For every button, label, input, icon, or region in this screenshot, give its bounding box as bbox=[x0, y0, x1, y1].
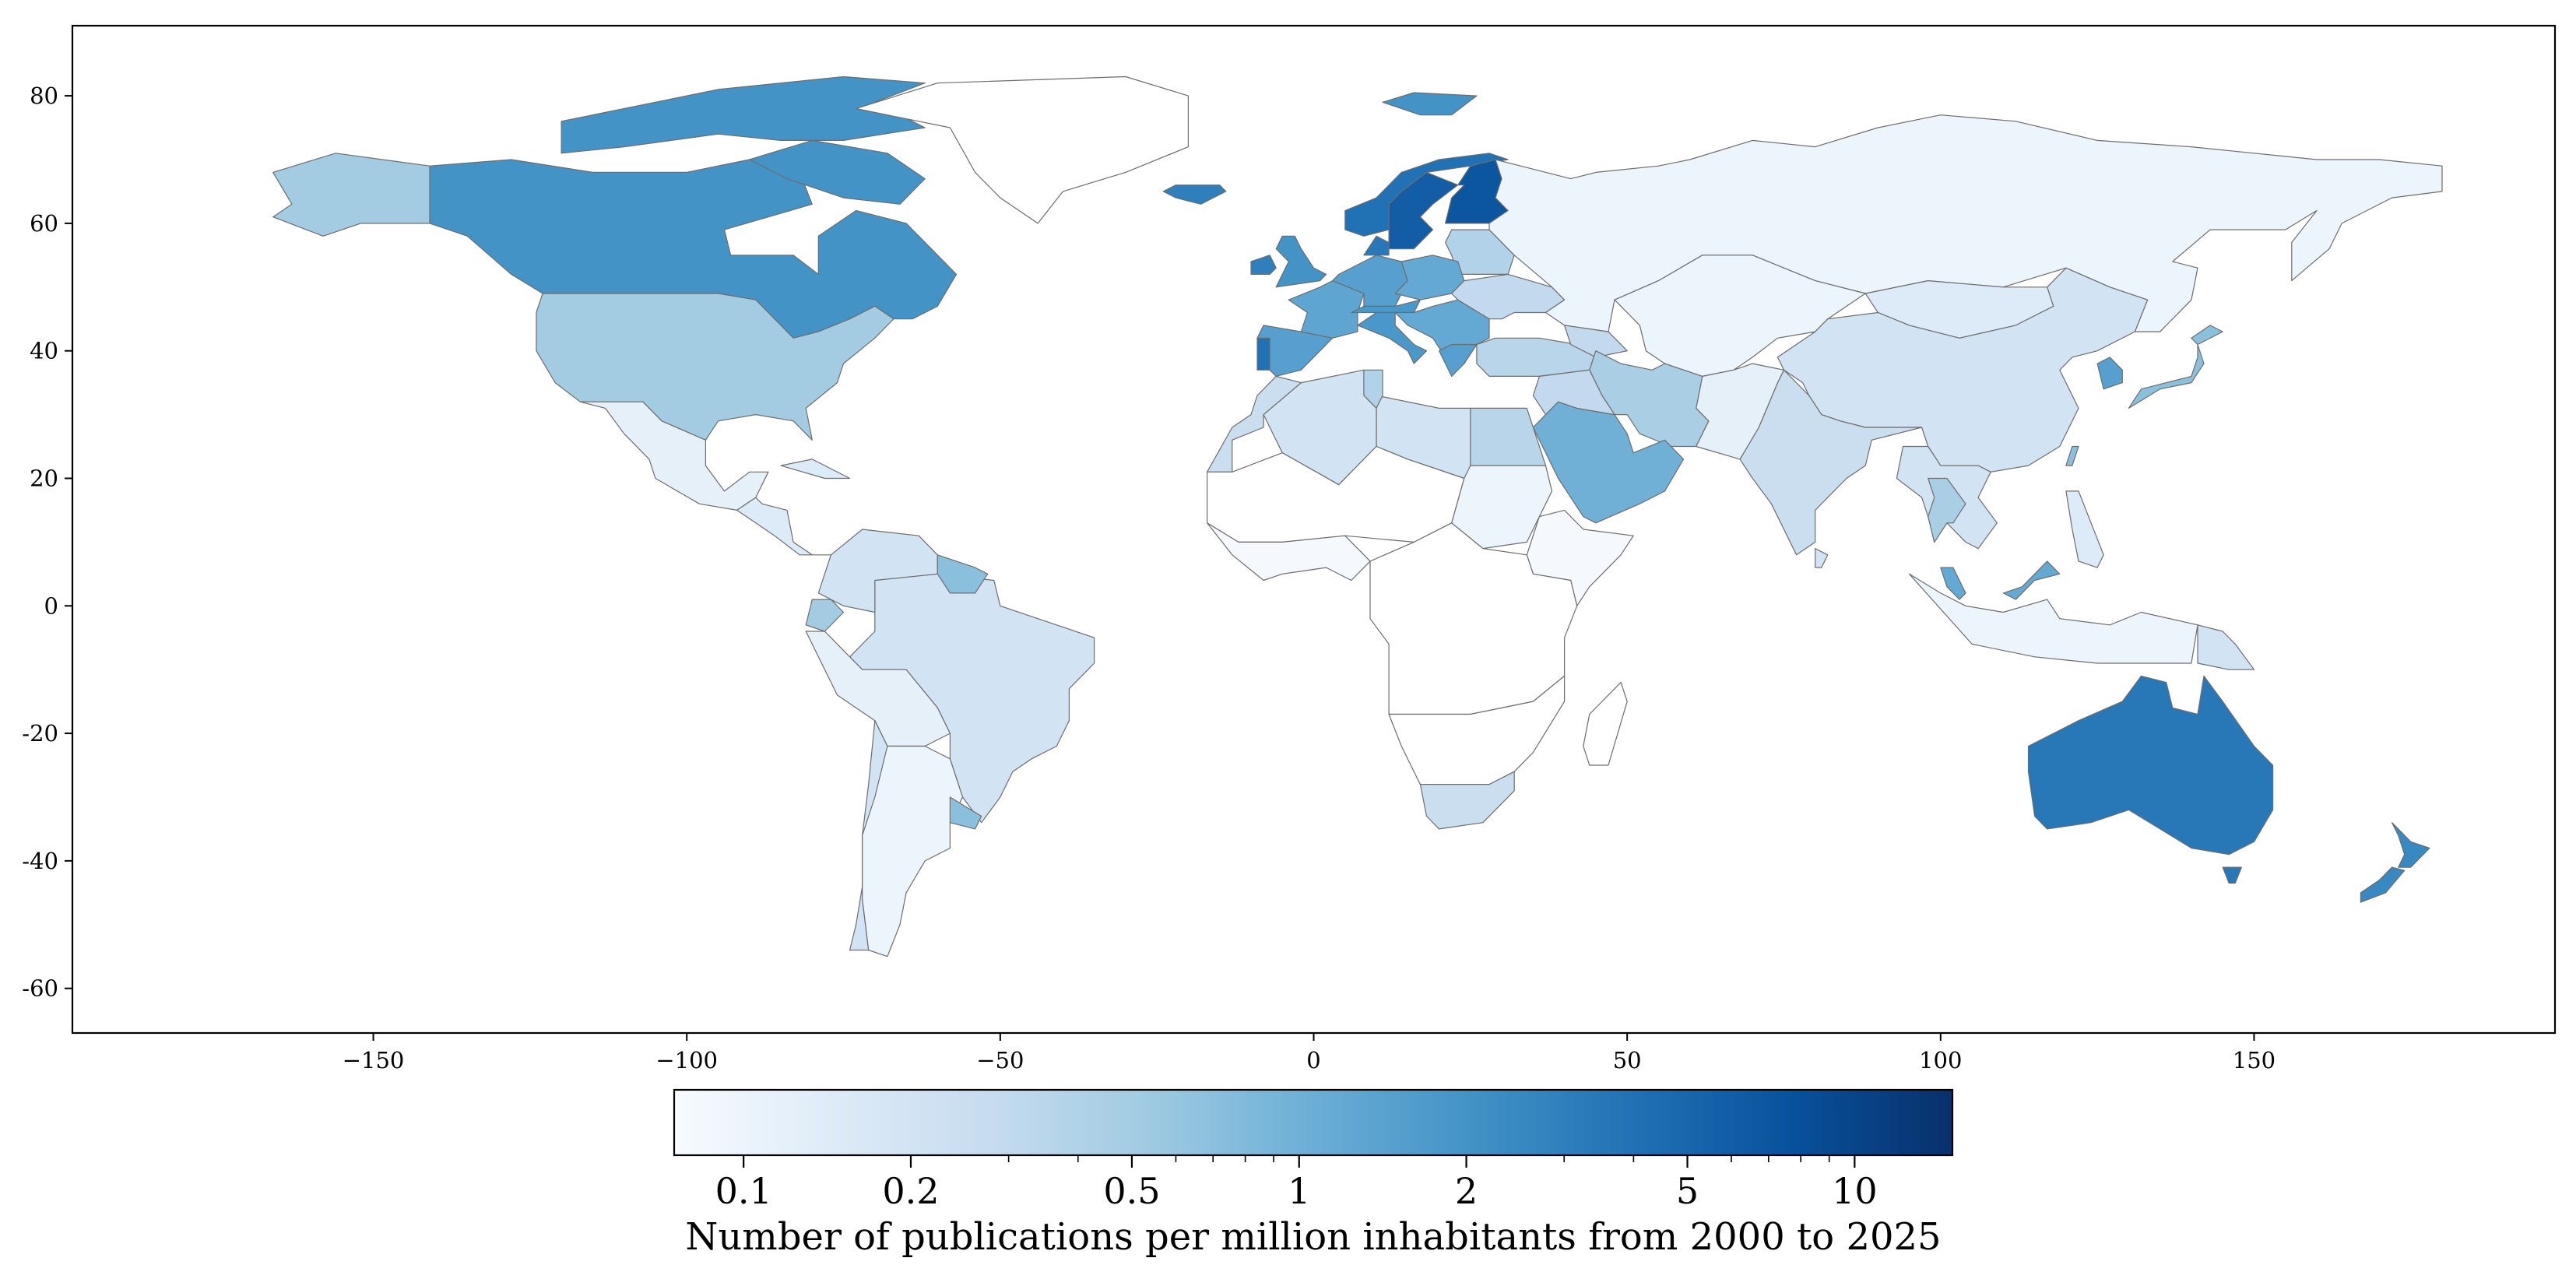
region-malaysia-borneo bbox=[2002, 560, 2061, 600]
region-west-africa-coast bbox=[1206, 522, 1371, 582]
region-svalbard bbox=[1382, 92, 1478, 116]
region-ecuador bbox=[805, 599, 845, 632]
colorbar: 0.1 0.2 0.5 1 2 5 10 Number of publications pe… bbox=[673, 1088, 1954, 1259]
x-axis-ticks: −150 −100 −50 0 50 100 150 bbox=[343, 1033, 2276, 1073]
region-philippines bbox=[2065, 490, 2104, 568]
region-tasmania bbox=[2222, 866, 2242, 884]
region-middle-east bbox=[1532, 369, 1615, 416]
region-alaska bbox=[272, 153, 431, 237]
x-tick-label: 100 bbox=[1919, 1047, 1962, 1073]
region-madagascar bbox=[1583, 681, 1628, 766]
x-tick-label: 150 bbox=[2233, 1047, 2276, 1073]
colorbar-ticks: 0.1 0.2 0.5 1 2 5 10 bbox=[715, 1155, 1878, 1212]
colorbar-gradient bbox=[673, 1088, 1954, 1157]
y-tick-label: -20 bbox=[22, 720, 58, 747]
region-canadian-arctic-islands bbox=[561, 76, 926, 154]
region-egypt bbox=[1470, 407, 1547, 466]
region-new-zealand-south bbox=[2360, 866, 2406, 903]
region-france bbox=[1288, 280, 1365, 339]
region-south-africa bbox=[1419, 771, 1515, 830]
colorbar-tick-label: 0.1 bbox=[715, 1170, 772, 1212]
region-argentina bbox=[862, 745, 964, 957]
region-greenland bbox=[855, 76, 1190, 224]
region-papua-new-guinea bbox=[2197, 624, 2255, 670]
x-tick-label: 0 bbox=[1306, 1047, 1320, 1073]
colorbar-tick-label: 0.5 bbox=[1103, 1170, 1160, 1212]
region-uruguay bbox=[949, 796, 982, 830]
region-peru-bolivia bbox=[805, 631, 951, 747]
region-thailand bbox=[1928, 477, 1966, 543]
region-guyana-suriname bbox=[937, 554, 989, 594]
x-tick-label: 50 bbox=[1613, 1047, 1642, 1073]
y-axis-ticks: 80 60 40 20 0 -20 -40 -60 bbox=[22, 83, 72, 1002]
region-italy bbox=[1357, 311, 1428, 364]
region-portugal bbox=[1256, 337, 1270, 371]
region-kazakhstan-central-asia bbox=[1614, 255, 1866, 377]
colorbar-tick-label: 1 bbox=[1288, 1170, 1310, 1212]
region-mexico bbox=[579, 401, 769, 511]
region-taiwan bbox=[2065, 445, 2079, 466]
region-central-america bbox=[736, 497, 832, 556]
region-spain bbox=[1256, 325, 1334, 377]
region-caucasus bbox=[1563, 325, 1628, 358]
region-cuba-caribbean bbox=[780, 459, 851, 480]
region-japan bbox=[2128, 325, 2223, 409]
region-central-africa bbox=[1369, 522, 1578, 715]
region-iran bbox=[1589, 350, 1710, 448]
region-morocco-w-sahara bbox=[1206, 375, 1302, 473]
colorbar-tick-label: 2 bbox=[1455, 1170, 1478, 1212]
region-denmark bbox=[1363, 235, 1390, 256]
region-iceland bbox=[1162, 184, 1227, 205]
x-tick-label: −50 bbox=[976, 1047, 1024, 1073]
region-indonesia bbox=[1908, 573, 2198, 664]
y-tick-label: 20 bbox=[30, 465, 58, 491]
region-united-kingdom bbox=[1275, 235, 1327, 288]
y-tick-label: 80 bbox=[30, 83, 58, 109]
region-baffin-island bbox=[749, 139, 926, 205]
y-tick-label: 40 bbox=[30, 338, 58, 364]
colorbar-label: Number of publications per million inhab… bbox=[685, 1215, 1941, 1259]
country-regions bbox=[272, 76, 2443, 957]
region-ireland bbox=[1250, 255, 1277, 275]
x-tick-label: −150 bbox=[343, 1047, 405, 1073]
region-united-states bbox=[536, 293, 894, 441]
colorbar-tick-label: 10 bbox=[1832, 1170, 1878, 1212]
colorbar-tick-label: 0.2 bbox=[882, 1170, 939, 1212]
region-korea bbox=[2096, 357, 2123, 390]
colorbar-tick-label: 5 bbox=[1676, 1170, 1699, 1212]
y-tick-label: 0 bbox=[44, 592, 58, 619]
x-tick-label: −100 bbox=[655, 1047, 718, 1073]
region-australia bbox=[2027, 675, 2274, 856]
region-baltics-belarus bbox=[1444, 229, 1515, 275]
region-sri-lanka bbox=[1815, 547, 1829, 568]
y-tick-label: 60 bbox=[30, 210, 58, 237]
region-malaysia-peninsula bbox=[1940, 567, 1966, 600]
y-tick-label: -40 bbox=[22, 848, 58, 874]
region-greece bbox=[1438, 343, 1478, 377]
y-tick-label: -60 bbox=[22, 975, 58, 1002]
region-new-zealand bbox=[2391, 822, 2430, 868]
